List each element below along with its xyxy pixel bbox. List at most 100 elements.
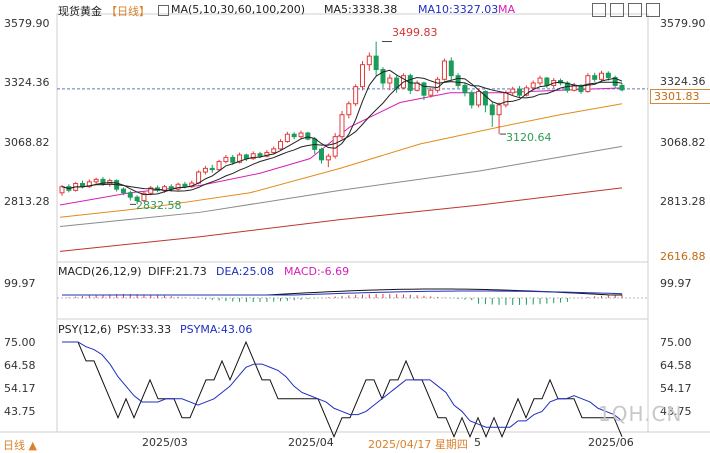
candle-body: [257, 153, 263, 157]
candle-body: [278, 141, 284, 150]
watermark: 1QH.CN: [598, 402, 683, 426]
period-switch-button[interactable]: 日线 ▲: [3, 439, 37, 452]
psy-value: PSY:33.33: [117, 323, 172, 336]
candle-body: [380, 69, 386, 84]
candle-body: [284, 133, 290, 143]
candle-body: [612, 77, 618, 86]
indicator-settings-icon[interactable]: [158, 5, 169, 16]
candle-body: [373, 55, 379, 71]
price-label-right-1: 3324.36: [660, 75, 706, 88]
candle-body: [127, 192, 133, 198]
psyma-value: PSYMA:43.06: [180, 323, 253, 336]
candle-body: [202, 167, 208, 173]
x-label-mar: 2025/03: [142, 436, 188, 449]
candle-body: [250, 153, 256, 160]
psyma-line: [62, 341, 623, 428]
candle-body: [325, 155, 331, 161]
price-panel-frame: [56, 13, 649, 263]
toolbar-icon-1[interactable]: [592, 3, 606, 17]
x-label-may: 5: [474, 436, 481, 449]
candle-body: [332, 136, 338, 157]
ma-more: MA: [498, 3, 516, 16]
candle-body: [530, 82, 536, 89]
ma-params: MA(5,10,30,60,100,200): [171, 3, 306, 16]
candle-body: [462, 84, 468, 94]
candle-body: [359, 64, 365, 88]
candle-body: [134, 196, 140, 202]
candle-body: [93, 178, 99, 183]
macd-dea: DEA:25.08: [216, 265, 274, 278]
toolbar-icon-4[interactable]: [646, 3, 660, 17]
x-label-crosshair-date: 2025/04/17 星期四: [368, 438, 468, 451]
psy-line: [62, 340, 623, 438]
candle-body: [175, 183, 181, 190]
ma60-line: [59, 103, 623, 218]
candle-body: [216, 161, 222, 171]
candle-body: [196, 171, 202, 184]
toolbar-icon-3[interactable]: [628, 3, 642, 17]
candle-body: [387, 77, 393, 84]
psy-title: PSY(12,6): [58, 323, 112, 336]
candle-body: [496, 104, 502, 116]
price-label-left-0: 3579.90: [4, 17, 50, 30]
macd-axis-right: 99.97: [660, 277, 692, 290]
price-label-left-2: 3068.82: [4, 136, 50, 149]
candle-body: [435, 78, 441, 91]
candle-body: [544, 77, 550, 86]
ma5-value: MA5:3338.38: [324, 3, 398, 16]
high-annotation: 3499.83: [392, 26, 438, 39]
psy-axis-left-3: 43.75: [4, 405, 36, 418]
psy-axis-right-0: 75.00: [660, 336, 692, 349]
candle-body: [182, 183, 188, 188]
x-label-apr: 2025/04: [288, 436, 334, 449]
candle-body: [346, 103, 352, 116]
psy-axis-right-1: 64.58: [660, 359, 692, 372]
ma5-line: [61, 69, 623, 196]
period-label[interactable]: 【日线】: [106, 5, 150, 18]
candle-body: [86, 181, 92, 188]
candle-body: [148, 187, 154, 194]
ma30-line: [59, 87, 623, 206]
left-low-annotation: 2832.58: [136, 199, 182, 212]
candle-body: [537, 77, 543, 84]
instrument-name: 现货黄金: [58, 5, 102, 18]
price-label-right-3: 2813.28: [660, 195, 706, 208]
candle-body: [476, 91, 482, 106]
ma10-value: MA10:3327.03: [418, 3, 499, 16]
psy-axis-left-1: 64.58: [4, 359, 36, 372]
psy-axis-left-2: 54.17: [4, 382, 36, 395]
candle-body: [503, 92, 509, 106]
candle-body: [298, 132, 304, 138]
candle-body: [243, 154, 249, 160]
price-label-left-3: 2813.28: [4, 195, 50, 208]
candle-body: [120, 188, 126, 194]
candle-body: [339, 114, 345, 138]
toolbar-icon-2[interactable]: [610, 3, 624, 17]
candle-body: [619, 84, 625, 91]
candle-body: [489, 104, 495, 116]
candle-body: [592, 75, 598, 80]
current-price-tag: 3301.83: [650, 89, 710, 104]
candle-body: [305, 132, 311, 140]
candle-body: [448, 60, 454, 77]
psy-axis-right-2: 54.17: [660, 382, 692, 395]
candle-body: [223, 156, 229, 163]
candle-body: [441, 60, 447, 80]
macd-axis-left: 99.97: [4, 277, 36, 290]
macd-diff: DIFF:21.73: [148, 265, 207, 278]
candle-body: [237, 154, 243, 163]
candle-body: [421, 82, 427, 96]
candle-body: [599, 72, 605, 80]
macd-dea-line: [62, 290, 623, 296]
candle-body: [482, 91, 488, 106]
price-label-left-1: 3324.36: [4, 76, 50, 89]
ma200-line: [59, 187, 623, 252]
candle-body: [428, 89, 434, 96]
candle-body: [366, 55, 372, 66]
macd-value: MACD:-6.69: [284, 265, 350, 278]
candle-body: [291, 133, 297, 138]
candle-body: [510, 88, 516, 94]
candle-body: [517, 88, 523, 96]
candle-body: [605, 72, 611, 79]
